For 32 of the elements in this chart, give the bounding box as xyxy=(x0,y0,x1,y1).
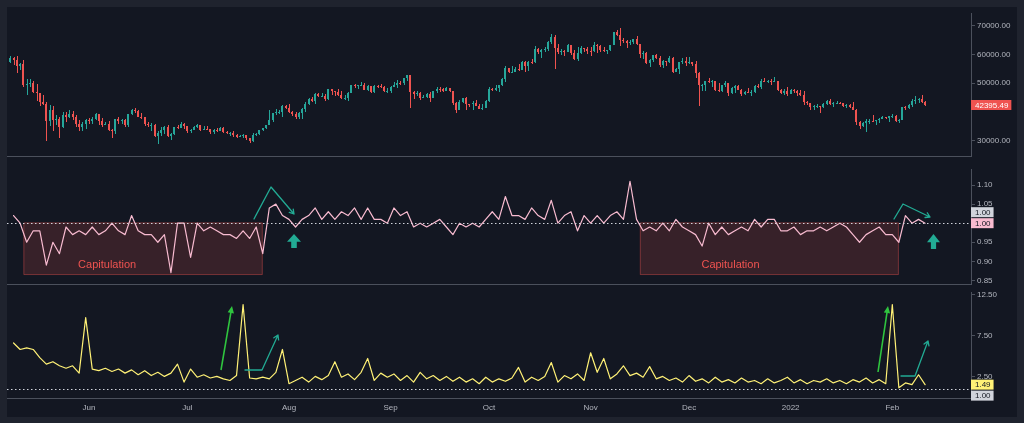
text: 42395.49 xyxy=(975,100,1009,110)
text: 1.49 xyxy=(975,380,992,390)
y-tick-label: 7.50 xyxy=(977,330,994,340)
y-tick-label: 30000.00 xyxy=(977,135,1011,145)
y-tick-label: 2.50 xyxy=(977,371,994,381)
x-tick-label: Sep xyxy=(383,403,399,412)
y-tick-label: 0.95 xyxy=(977,237,994,247)
x-tick-label: Feb xyxy=(885,403,900,412)
band-label: Capitulation xyxy=(701,257,760,270)
y-tick-label: 0.90 xyxy=(977,256,994,266)
band-label: Capitulation xyxy=(78,257,137,270)
x-tick-label: Dec xyxy=(681,403,697,412)
x-tick-label: Nov xyxy=(583,403,598,412)
text: 1.00 xyxy=(975,218,992,228)
candlestick xyxy=(55,115,57,125)
x-tick-label: Oct xyxy=(482,403,496,412)
y-tick-label: 50000.00 xyxy=(977,78,1011,88)
x-tick-label: Jun xyxy=(82,403,96,412)
ref-line-label: 1.00 xyxy=(975,391,992,401)
candlestick xyxy=(36,84,38,101)
y-tick-label: 70000.00 xyxy=(977,20,1011,30)
y-tick-label: 1.05 xyxy=(977,199,994,209)
y-tick-label: 12.50 xyxy=(977,290,998,300)
y-tick-label: 0.85 xyxy=(977,275,994,285)
x-tick-label: Jul xyxy=(182,403,193,412)
ref-line-label: 1.00 xyxy=(975,207,992,217)
y-tick-label: 1.10 xyxy=(977,180,994,190)
y-tick-label: 60000.00 xyxy=(977,49,1011,59)
x-tick-label: 2022 xyxy=(781,403,801,412)
candlestick xyxy=(26,79,28,95)
candlestick xyxy=(321,93,323,97)
x-tick-label: Aug xyxy=(281,403,297,412)
